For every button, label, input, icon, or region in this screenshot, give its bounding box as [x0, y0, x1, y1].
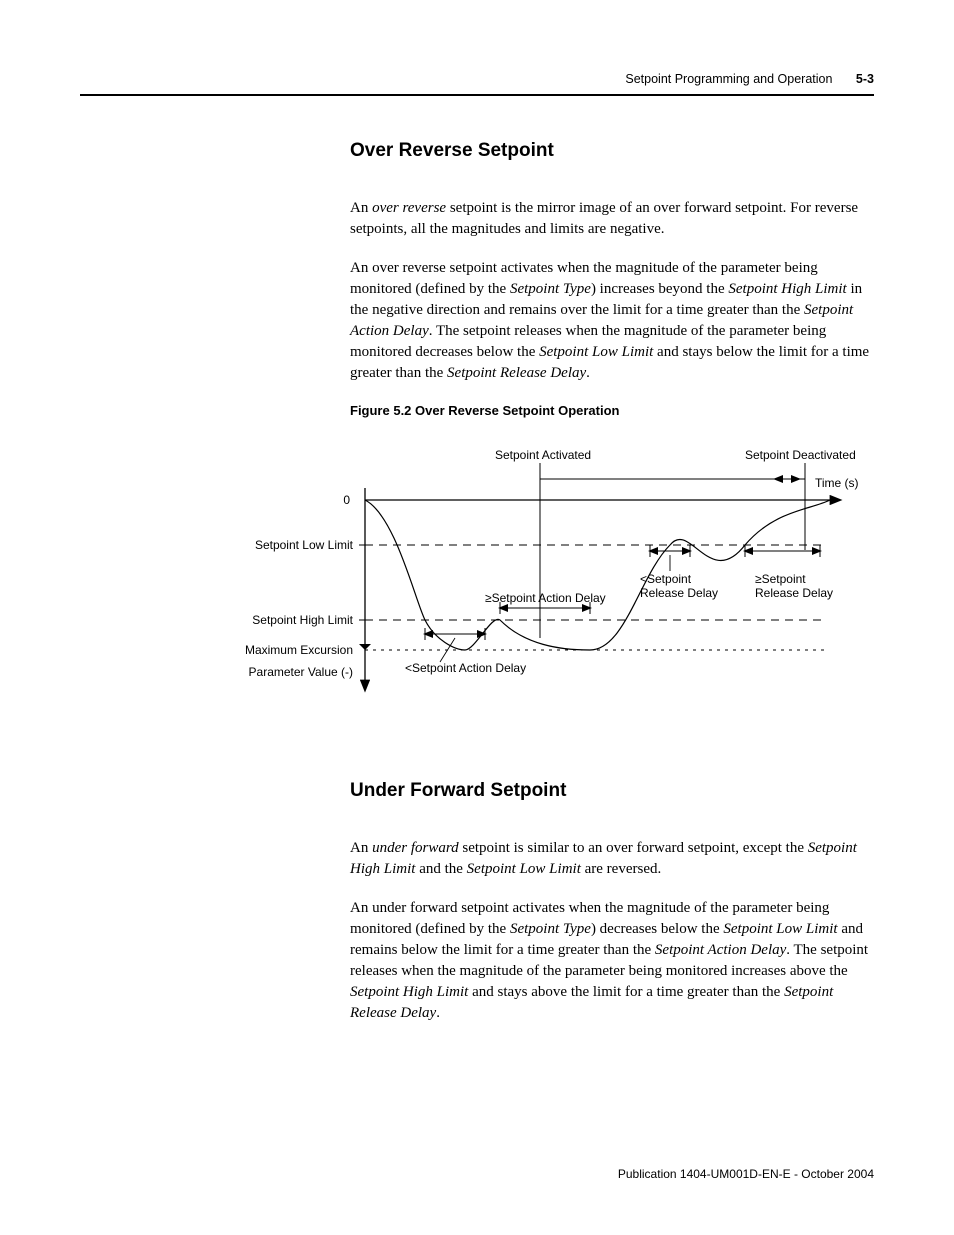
emph: Setpoint Type	[510, 921, 591, 937]
section-under-forward: Under Forward Setpoint An under forward …	[350, 780, 874, 1024]
svg-text:<Setpoint: <Setpoint	[640, 572, 692, 586]
svg-text:Release Delay: Release Delay	[640, 586, 718, 600]
svg-text:Time (s): Time (s)	[815, 476, 859, 490]
section-heading-under-forward: Under Forward Setpoint	[350, 780, 874, 802]
para-4: An under forward setpoint activates when…	[350, 898, 874, 1024]
svg-text:Release Delay: Release Delay	[755, 586, 833, 600]
text: An	[350, 840, 372, 856]
figure-svg: Setpoint Activated Setpoint Deactivated Ti…	[230, 445, 860, 705]
text: ) increases beyond the	[591, 281, 728, 297]
svg-text:Parameter Value (-): Parameter Value (-)	[249, 665, 353, 679]
emph: Setpoint Action Delay	[655, 942, 786, 958]
text: setpoint is similar to an over forward s…	[459, 840, 808, 856]
emph: Setpoint High Limit	[728, 281, 846, 297]
svg-text:≥Setpoint: ≥Setpoint	[755, 572, 806, 586]
page: Setpoint Programming and Operation 5-3 O…	[0, 0, 954, 1235]
text: An	[350, 200, 372, 216]
section-heading-over-reverse: Over Reverse Setpoint	[350, 140, 874, 162]
emph: Setpoint Low Limit	[539, 344, 653, 360]
text: and the	[415, 861, 466, 877]
svg-text:Setpoint High Limit: Setpoint High Limit	[252, 613, 353, 627]
emph: over reverse	[372, 200, 446, 216]
emph: Setpoint High Limit	[350, 984, 468, 1000]
page-number: 5-3	[856, 72, 874, 86]
text: ) decreases below the	[591, 921, 723, 937]
para-3: An under forward setpoint is similar to …	[350, 838, 874, 880]
emph: Setpoint Low Limit	[723, 921, 837, 937]
svg-text:Maximum Excursion: Maximum Excursion	[245, 643, 353, 657]
figure-5-2: Setpoint Activated Setpoint Deactivated Ti…	[230, 445, 860, 705]
svg-text:Setpoint Activated: Setpoint Activated	[495, 448, 591, 462]
svg-text:Setpoint Low Limit: Setpoint Low Limit	[255, 538, 354, 552]
emph: under forward	[372, 840, 459, 856]
para-2: An over reverse setpoint activates when …	[350, 258, 874, 384]
text: are reversed.	[581, 861, 661, 877]
header-rule	[80, 94, 874, 96]
svg-text:<Setpoint Action Delay: <Setpoint Action Delay	[405, 661, 526, 675]
emph: Setpoint Release Delay	[447, 365, 586, 381]
figure-caption: Figure 5.2 Over Reverse Setpoint Operati…	[350, 402, 874, 420]
footer-publication: Publication 1404-UM001D-EN-E - October 2…	[618, 1167, 874, 1181]
emph: Setpoint Type	[510, 281, 591, 297]
text: .	[586, 365, 590, 381]
page-header: Setpoint Programming and Operation 5-3	[625, 72, 874, 86]
para-1: An over reverse setpoint is the mirror i…	[350, 198, 874, 240]
svg-text:0: 0	[343, 493, 350, 507]
text: .	[436, 1005, 440, 1021]
chapter-title: Setpoint Programming and Operation	[625, 72, 832, 86]
emph: Setpoint Low Limit	[467, 861, 581, 877]
svg-text:Setpoint Deactivated: Setpoint Deactivated	[745, 448, 856, 462]
svg-text:≥Setpoint Action Delay: ≥Setpoint Action Delay	[485, 591, 606, 605]
text: and stays above the limit for a time gre…	[468, 984, 784, 1000]
